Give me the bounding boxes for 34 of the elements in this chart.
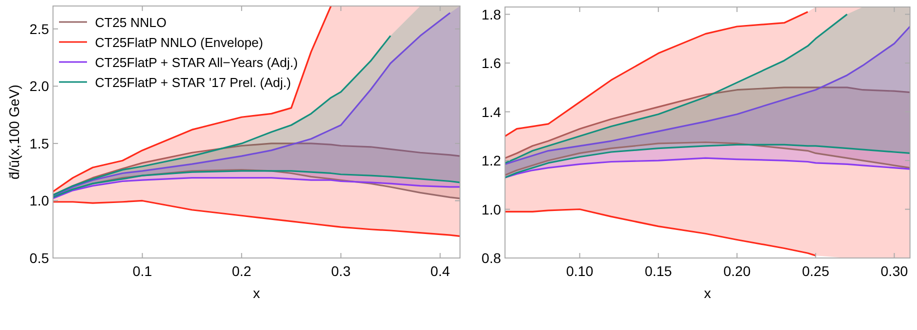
y-tick-label: 0.8 xyxy=(482,250,502,266)
y-tick-label: 1.4 xyxy=(482,104,502,120)
x-tick-label: 0.30 xyxy=(880,263,908,279)
legend-label: CT25FlatP NNLO (Envelope) xyxy=(95,35,264,50)
y-tick-label: 2.5 xyxy=(30,20,50,37)
legend-label: CT25FlatP + STAR '17 Prel. (Adj.) xyxy=(95,75,291,90)
x-tick-label: 0.4 xyxy=(430,263,450,279)
line-series xyxy=(505,208,816,256)
legend-label: CT25 NNLO xyxy=(95,15,167,30)
x-tick-label: 0.15 xyxy=(644,263,672,279)
x-axis-title: x xyxy=(704,285,711,301)
x-axis-title: x xyxy=(253,285,260,301)
y-tick-label: 1.6 xyxy=(482,55,502,72)
y-tick-label: 1.0 xyxy=(30,192,50,209)
y-tick-label: 1.2 xyxy=(482,152,502,169)
x-tick-label: 0.25 xyxy=(802,263,830,279)
line-series xyxy=(505,11,809,137)
y-tick-label: 1.5 xyxy=(30,135,50,152)
y-tick-label: 1.0 xyxy=(482,201,502,218)
y-tick-label: 1.8 xyxy=(482,6,502,22)
x-tick-label: 0.3 xyxy=(331,263,351,279)
y-tick-label: 0.5 xyxy=(30,250,50,266)
x-tick-label: 0.20 xyxy=(723,263,751,279)
line-series xyxy=(53,6,332,192)
line-series xyxy=(505,86,910,159)
x-tick-label: 0.2 xyxy=(232,263,252,279)
x-tick-label: 0.1 xyxy=(132,263,152,279)
y-tick-label: 2.0 xyxy=(30,78,50,94)
line-series xyxy=(505,14,848,164)
line-series xyxy=(53,200,460,238)
y-axis-title: d̄/ū(x,100 GeV) xyxy=(6,84,22,180)
line-series xyxy=(505,157,910,178)
x-tick-label: 0.10 xyxy=(566,263,594,279)
legend-label: CT25FlatP + STAR All−Years (Adj.) xyxy=(95,55,298,70)
